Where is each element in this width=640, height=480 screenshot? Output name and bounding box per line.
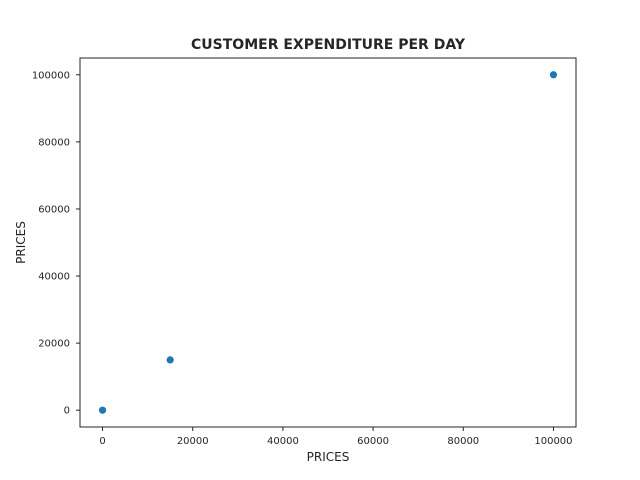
x-tick-label: 40000 bbox=[267, 436, 299, 447]
y-tick-label: 60000 bbox=[38, 204, 70, 215]
y-axis-label: PRICES bbox=[14, 221, 28, 264]
scatter-point bbox=[549, 71, 558, 79]
data-points bbox=[98, 71, 558, 414]
x-tick-label: 20000 bbox=[177, 436, 209, 447]
y-tick-label: 80000 bbox=[38, 137, 70, 148]
x-tick-label: 100000 bbox=[534, 436, 572, 447]
scatter-point bbox=[166, 356, 174, 364]
y-tick-label: 100000 bbox=[32, 70, 70, 81]
y-tick-label: 20000 bbox=[38, 339, 70, 350]
y-axis: 0 20000 40000 60000 80000 100000 bbox=[32, 70, 80, 417]
y-tick-label: 40000 bbox=[38, 272, 70, 283]
plot-frame bbox=[79, 57, 577, 428]
chart-title: CUSTOMER EXPENDITURE PER DAY bbox=[191, 37, 466, 53]
x-tick-label: 80000 bbox=[447, 436, 479, 447]
x-tick-label: 60000 bbox=[357, 436, 389, 447]
x-tick-label: 0 bbox=[99, 436, 105, 447]
y-tick-label: 0 bbox=[64, 406, 70, 417]
x-axis-label: PRICES bbox=[307, 450, 350, 464]
x-axis: 0 20000 40000 60000 80000 100000 bbox=[99, 427, 573, 447]
scatter-point bbox=[98, 406, 107, 414]
